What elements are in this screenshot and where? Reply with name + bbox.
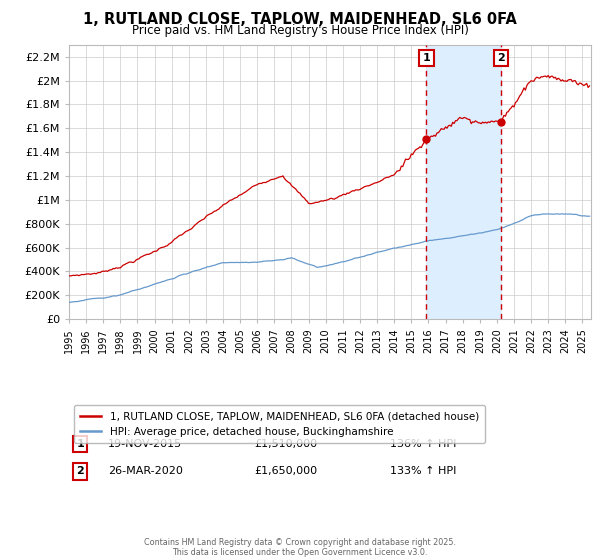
Text: £1,510,000: £1,510,000	[254, 439, 317, 449]
Text: Price paid vs. HM Land Registry's House Price Index (HPI): Price paid vs. HM Land Registry's House …	[131, 24, 469, 37]
Text: 1: 1	[77, 439, 85, 449]
Text: £1,650,000: £1,650,000	[254, 466, 317, 477]
Text: 136% ↑ HPI: 136% ↑ HPI	[390, 439, 457, 449]
Text: 1: 1	[422, 53, 430, 63]
Text: 19-NOV-2015: 19-NOV-2015	[108, 439, 182, 449]
Text: Contains HM Land Registry data © Crown copyright and database right 2025.
This d: Contains HM Land Registry data © Crown c…	[144, 538, 456, 557]
Legend: 1, RUTLAND CLOSE, TAPLOW, MAIDENHEAD, SL6 0FA (detached house), HPI: Average pri: 1, RUTLAND CLOSE, TAPLOW, MAIDENHEAD, SL…	[74, 405, 485, 443]
Text: 26-MAR-2020: 26-MAR-2020	[108, 466, 183, 477]
Text: 133% ↑ HPI: 133% ↑ HPI	[390, 466, 457, 477]
Text: 1, RUTLAND CLOSE, TAPLOW, MAIDENHEAD, SL6 0FA: 1, RUTLAND CLOSE, TAPLOW, MAIDENHEAD, SL…	[83, 12, 517, 27]
Bar	[427, 45, 501, 319]
Text: 2: 2	[497, 53, 505, 63]
Text: 2: 2	[77, 466, 85, 477]
